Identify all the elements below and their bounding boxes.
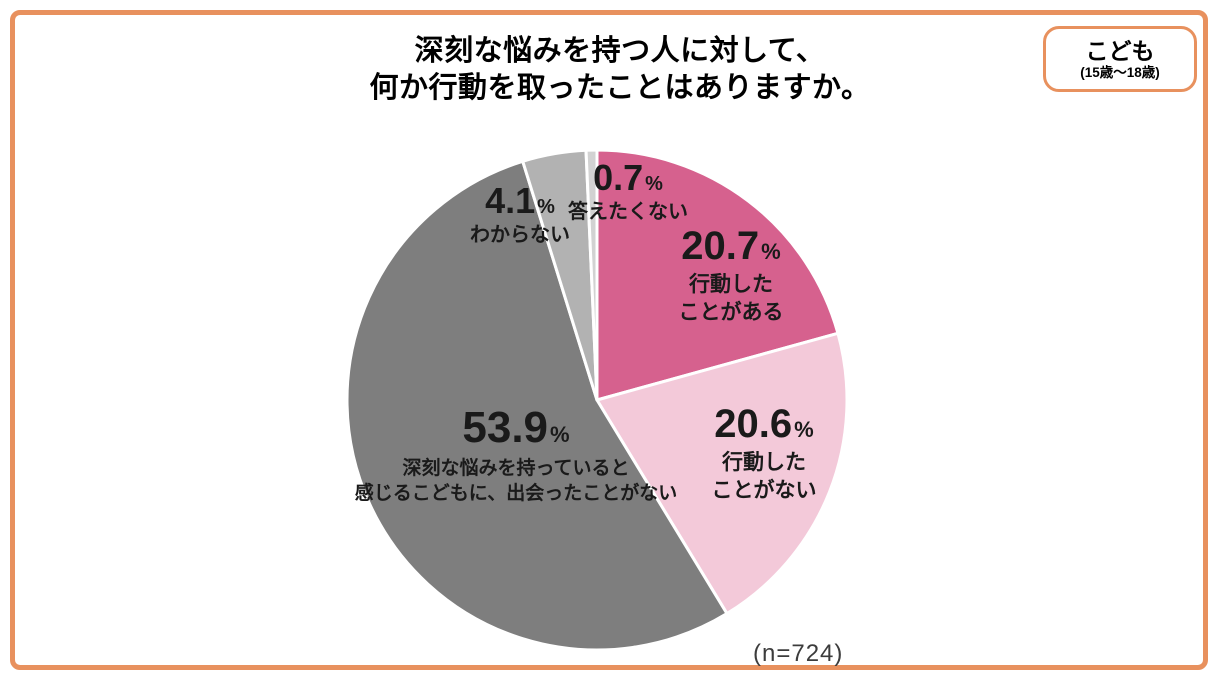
slice-value-dont-know: 4.1% <box>485 180 555 221</box>
badge-subtitle: (15歳〜18歳) <box>1080 64 1160 80</box>
slice-value-never-met: 53.9% <box>462 403 570 452</box>
chart-title: 深刻な悩みを持つ人に対して、 何か行動を取ったことはありますか。 <box>18 33 1222 107</box>
slice-label-dont-know: 4.1% わからない <box>470 183 570 248</box>
slice-name-not-acted: 行動した ことがない <box>711 451 817 502</box>
slice-name-no-answer: 答えたくない <box>568 201 688 223</box>
pie-chart <box>345 148 849 652</box>
slice-value-not-acted: 20.6% <box>714 402 814 446</box>
slice-label-not-acted: 20.6% 行動した ことがない <box>712 404 817 504</box>
audience-badge: こども (15歳〜18歳) <box>1043 26 1197 92</box>
slice-name-acted: 行動した ことがある <box>678 273 784 324</box>
pie-slice-0 <box>595 148 840 402</box>
slice-label-never-met: 53.9% 深刻な悩みを持っていると 感じるこどもに、出会ったことがない <box>355 406 677 506</box>
slice-value-no-answer: 0.7% <box>593 157 663 198</box>
slice-value-acted: 20.7% <box>681 224 781 268</box>
sample-size-label: (n=724) <box>753 640 844 667</box>
slice-name-dont-know: わからない <box>470 224 570 246</box>
slice-name-never-met: 深刻な悩みを持っていると 感じるこどもに、出会ったことがない <box>354 458 678 505</box>
pie-slice-2 <box>345 159 729 652</box>
chart-title-line1: 深刻な悩みを持つ人に対して、 <box>414 35 826 67</box>
slice-label-acted: 20.7% 行動した ことがある <box>679 226 784 326</box>
pie-slice-4 <box>584 148 599 402</box>
chart-title-line2: 何か行動を取ったことはありますか。 <box>369 72 871 105</box>
slice-label-no-answer: 0.7% 答えたくない <box>568 160 688 225</box>
badge-title: こども <box>1085 38 1155 65</box>
pie-slice-1 <box>595 331 849 616</box>
